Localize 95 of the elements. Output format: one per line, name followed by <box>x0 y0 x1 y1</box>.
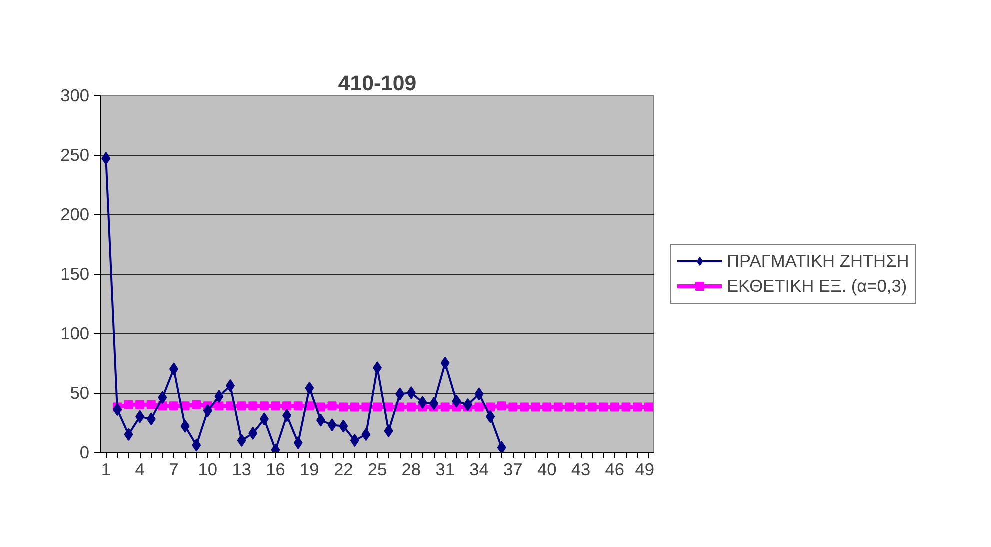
point <box>622 402 631 412</box>
point <box>554 402 563 412</box>
point <box>339 420 348 433</box>
x-tick-label: 43 <box>571 460 591 480</box>
x-tick-label: 4 <box>135 460 146 480</box>
point <box>350 434 360 448</box>
point <box>542 402 552 412</box>
x-tick-label: 7 <box>169 460 179 480</box>
point <box>463 398 472 412</box>
point <box>136 400 145 410</box>
point <box>328 402 337 411</box>
x-tick-label: 13 <box>232 460 252 480</box>
x-tick-label: 22 <box>334 460 354 480</box>
point <box>508 402 518 412</box>
point <box>248 426 258 440</box>
point <box>169 402 178 411</box>
point <box>497 402 506 411</box>
x-tick-label: 25 <box>368 460 388 480</box>
point <box>192 400 202 410</box>
legend-label: ΠΡΑΓΜΑΤΙΚΗ ΖΗΤΗΣΗ <box>727 250 910 272</box>
y-tick-label: 150 <box>60 264 90 284</box>
point <box>180 420 190 433</box>
point <box>203 404 212 418</box>
point <box>644 402 654 412</box>
y-tick-label: 300 <box>60 86 90 106</box>
point <box>576 402 586 412</box>
point <box>271 402 280 411</box>
legend-label: ΕΚΘΕΤΙΚΗ ΕΞ. (α=0,3) <box>727 276 908 296</box>
point <box>350 402 360 412</box>
point <box>328 418 337 432</box>
point <box>146 412 156 426</box>
point <box>440 402 450 412</box>
point <box>406 402 416 412</box>
x-tick-label: 10 <box>198 460 218 480</box>
x-tick-label: 1 <box>101 460 111 480</box>
point <box>339 402 348 412</box>
point <box>124 400 134 410</box>
point <box>124 428 134 442</box>
point <box>633 402 642 412</box>
point <box>497 441 506 452</box>
point <box>112 403 122 416</box>
point <box>146 400 156 410</box>
point <box>294 436 303 450</box>
point <box>565 402 574 412</box>
point <box>294 402 303 411</box>
point <box>384 424 394 438</box>
point <box>588 402 597 412</box>
point <box>406 386 416 400</box>
point <box>237 434 246 448</box>
x-tick-label: 40 <box>537 460 557 480</box>
point <box>396 388 405 401</box>
y-tick-label: 0 <box>80 442 90 462</box>
point <box>282 409 292 422</box>
point <box>169 362 178 376</box>
x-tick-label: 28 <box>402 460 422 480</box>
point <box>362 428 371 442</box>
point <box>452 394 462 408</box>
point <box>520 402 529 412</box>
x-tick-label: 19 <box>300 460 320 480</box>
point <box>486 410 496 424</box>
point <box>237 402 246 411</box>
y-tick-label: 100 <box>60 324 90 344</box>
point <box>136 410 145 424</box>
point <box>373 402 382 412</box>
point <box>362 402 371 412</box>
x-tick-label: 46 <box>605 460 625 480</box>
point <box>531 402 540 412</box>
x-tick-label: 16 <box>266 460 286 480</box>
point <box>102 152 111 166</box>
x-tick-label: 31 <box>436 460 455 480</box>
point <box>226 379 236 392</box>
y-tick-label: 200 <box>60 204 90 224</box>
point <box>260 402 269 411</box>
point <box>214 390 224 404</box>
y-tick-label: 50 <box>70 383 90 403</box>
point <box>418 396 428 410</box>
point <box>282 402 292 411</box>
chart-title: 410-109 <box>338 72 417 96</box>
y-tick-label: 250 <box>60 145 90 165</box>
point <box>260 412 269 426</box>
x-tick-label: 49 <box>635 460 655 480</box>
x-tick-label: 34 <box>470 460 490 480</box>
point <box>430 397 439 410</box>
x-tick-label: 37 <box>504 460 523 480</box>
point <box>248 402 258 411</box>
point <box>474 388 484 401</box>
point <box>610 402 620 412</box>
point <box>474 402 484 412</box>
point <box>305 382 314 395</box>
point <box>440 356 450 370</box>
point <box>214 402 224 411</box>
point <box>158 391 168 404</box>
point <box>192 438 202 452</box>
point <box>316 414 326 427</box>
point <box>599 402 608 412</box>
